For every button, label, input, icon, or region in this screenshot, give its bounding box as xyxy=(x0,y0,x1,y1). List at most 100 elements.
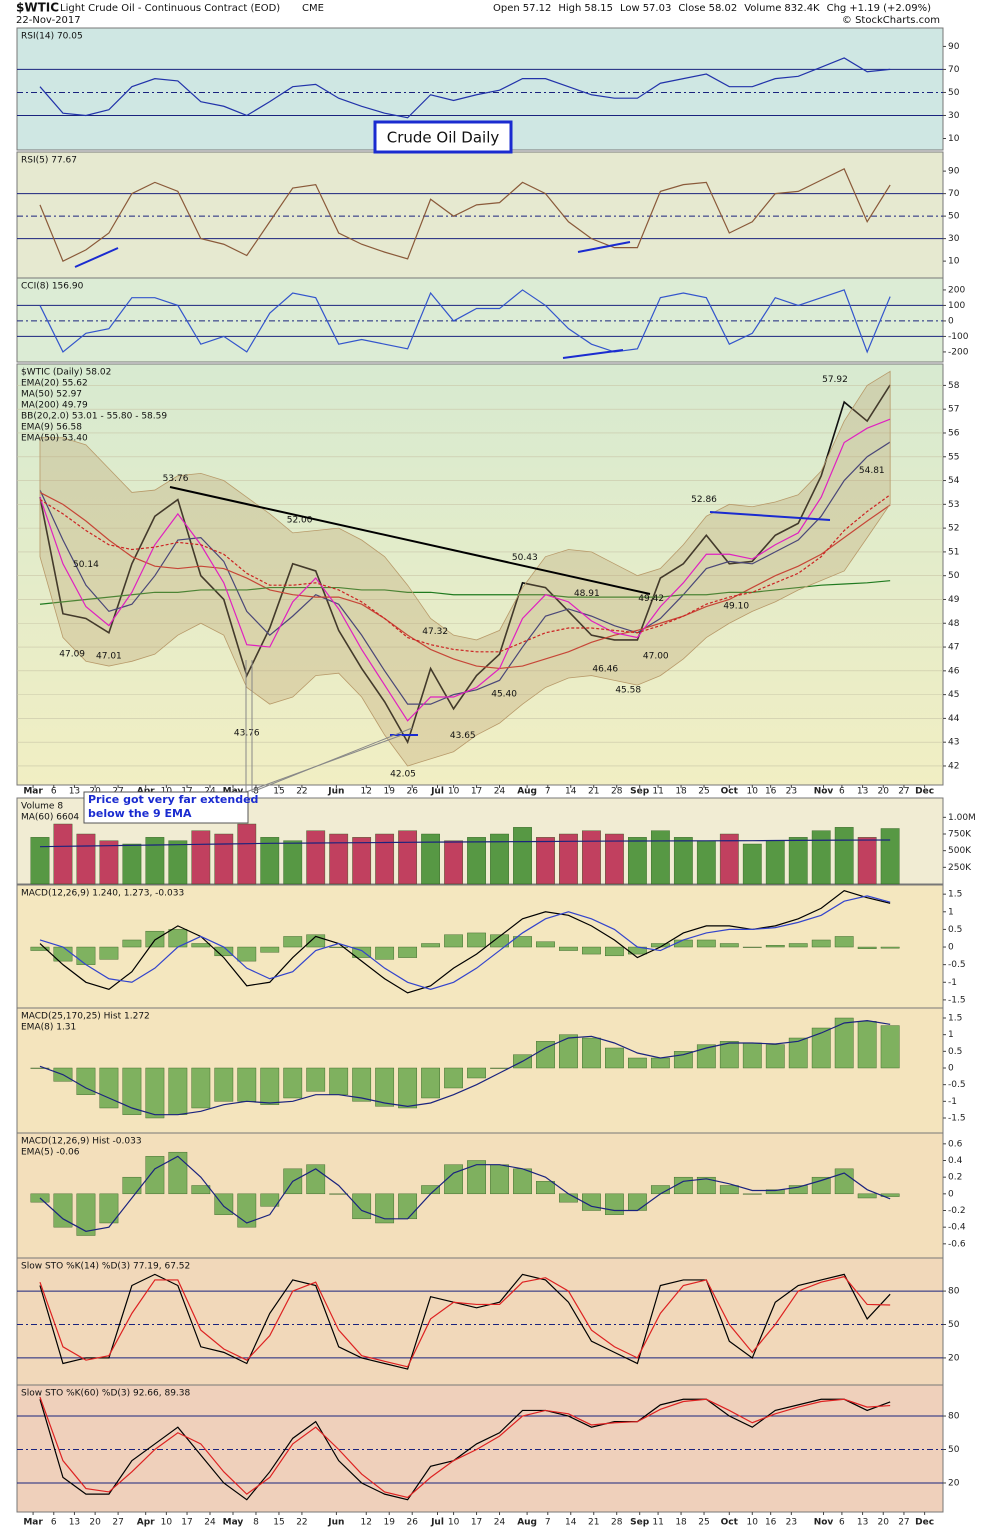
bar xyxy=(742,1042,762,1069)
bar xyxy=(490,934,509,948)
bar xyxy=(490,1164,509,1195)
bar xyxy=(329,1193,349,1195)
bar xyxy=(719,833,739,885)
price-annotation: 52.00 xyxy=(287,516,313,526)
y-tick-label: 1 xyxy=(948,1030,954,1040)
panel: 1.5 1 0.5 0 -0.5 -1 -1.5 MACD(12,26,9) 1.240, 1… xyxy=(16,884,966,1009)
x-tick-label: 28 xyxy=(611,1518,623,1528)
bar xyxy=(513,1168,532,1195)
x-tick-label: 24 xyxy=(204,1518,216,1528)
price-annotation: 52.86 xyxy=(691,495,717,505)
x-tick-label: Jun xyxy=(327,1518,344,1528)
x-tick-label: 26 xyxy=(406,1518,418,1528)
x-tick-label: 27 xyxy=(898,787,909,797)
bar xyxy=(650,830,670,885)
bar xyxy=(145,1156,165,1195)
bar xyxy=(421,1185,440,1195)
bar xyxy=(788,1037,808,1069)
quote: Open 57.12 High 58.15 Low 57.03 Close 58.02 Volu… xyxy=(493,3,931,14)
x-tick-label: 18 xyxy=(675,1518,687,1528)
y-tick-label: 90 xyxy=(948,167,960,177)
bar xyxy=(329,1067,349,1095)
trend-line xyxy=(169,486,651,595)
bar xyxy=(765,840,785,885)
y-tick-label: 50 xyxy=(948,1320,960,1330)
bar xyxy=(536,1181,555,1195)
x-tick-label: 11 xyxy=(652,1518,663,1528)
bar xyxy=(650,1057,670,1069)
bar xyxy=(237,1067,257,1102)
y-tick-label: 0.5 xyxy=(948,1047,962,1057)
bar xyxy=(398,1193,418,1220)
y-tick-label: 0 xyxy=(948,316,954,326)
x-tick-label: Jun xyxy=(327,787,344,797)
y-tick-label: 57 xyxy=(948,405,959,415)
callout-box xyxy=(83,791,249,824)
bar xyxy=(398,946,418,958)
quote-label: Open xyxy=(493,3,520,14)
y-tick-label: 0 xyxy=(948,943,954,953)
bar xyxy=(605,946,624,957)
y-tick-label: -0.4 xyxy=(948,1223,966,1233)
y-tick-label: -1 xyxy=(948,1097,957,1107)
bar xyxy=(122,1067,142,1115)
series-line xyxy=(39,1155,891,1232)
bar xyxy=(375,1193,395,1224)
trend-lines xyxy=(74,241,831,736)
bar xyxy=(582,946,601,955)
y-tick-label: 750K xyxy=(948,830,972,840)
price-annotation: 50.43 xyxy=(512,553,538,563)
bar xyxy=(811,1027,831,1069)
bar xyxy=(421,1067,440,1099)
price-annotation: 50.14 xyxy=(73,560,99,570)
bar xyxy=(168,1151,188,1195)
x-tick-label: Sep xyxy=(630,1518,650,1528)
y-tick-label: 58 xyxy=(948,381,960,391)
overlay-box xyxy=(373,120,513,154)
bar xyxy=(834,936,854,948)
bar xyxy=(214,1067,234,1102)
y-tick-label: 42 xyxy=(948,761,959,771)
bar xyxy=(30,837,50,885)
x-tick-label: 14 xyxy=(565,1518,577,1528)
x-tick-label: 19 xyxy=(384,787,396,797)
x-tick-label: 24 xyxy=(494,787,506,797)
bar xyxy=(490,833,509,885)
x-tick-label: 10 xyxy=(747,1518,759,1528)
y-tick-label: -200 xyxy=(948,347,969,357)
bar xyxy=(306,830,326,885)
y-tick-label: 48 xyxy=(948,619,960,629)
x-tick-label: Dec xyxy=(915,787,934,797)
series-line xyxy=(39,1396,891,1499)
bar xyxy=(536,1041,555,1069)
bar xyxy=(30,1067,50,1069)
price-annotation: 49.42 xyxy=(638,594,664,604)
x-tick-label: 27 xyxy=(112,1518,123,1528)
bar xyxy=(398,830,418,885)
bar xyxy=(628,1193,647,1211)
y-tick-label: 20 xyxy=(948,1353,960,1363)
bar xyxy=(536,837,555,885)
y-tick-label: 30 xyxy=(948,111,960,121)
credit: © StockCharts.com xyxy=(842,15,940,26)
legend-entry: EMA(20) 55.62 xyxy=(21,379,88,389)
bar xyxy=(628,837,647,885)
x-tick-label: 10 xyxy=(747,787,759,797)
bar xyxy=(30,1193,50,1203)
bar xyxy=(444,840,463,885)
bar xyxy=(375,1067,395,1107)
bar xyxy=(352,1193,372,1220)
x-tick-label: 7 xyxy=(545,1518,551,1528)
x-tick-label: Mar xyxy=(23,787,43,797)
quote-label: Chg xyxy=(827,3,847,14)
panel: 1.5 1 0.5 0 -0.5 -1 -1.5 MACD(25,170,25) Hist 1… xyxy=(16,1007,966,1134)
bar xyxy=(99,946,119,960)
bar xyxy=(352,1067,372,1102)
bar xyxy=(145,837,165,885)
x-tick-label: Aug xyxy=(517,787,537,797)
bar xyxy=(811,939,831,948)
bar xyxy=(421,943,440,948)
legend-entry: MACD(12,26,9) 1.240, 1.273, -0.033 xyxy=(21,889,184,899)
y-tick-label: 52 xyxy=(948,524,959,534)
